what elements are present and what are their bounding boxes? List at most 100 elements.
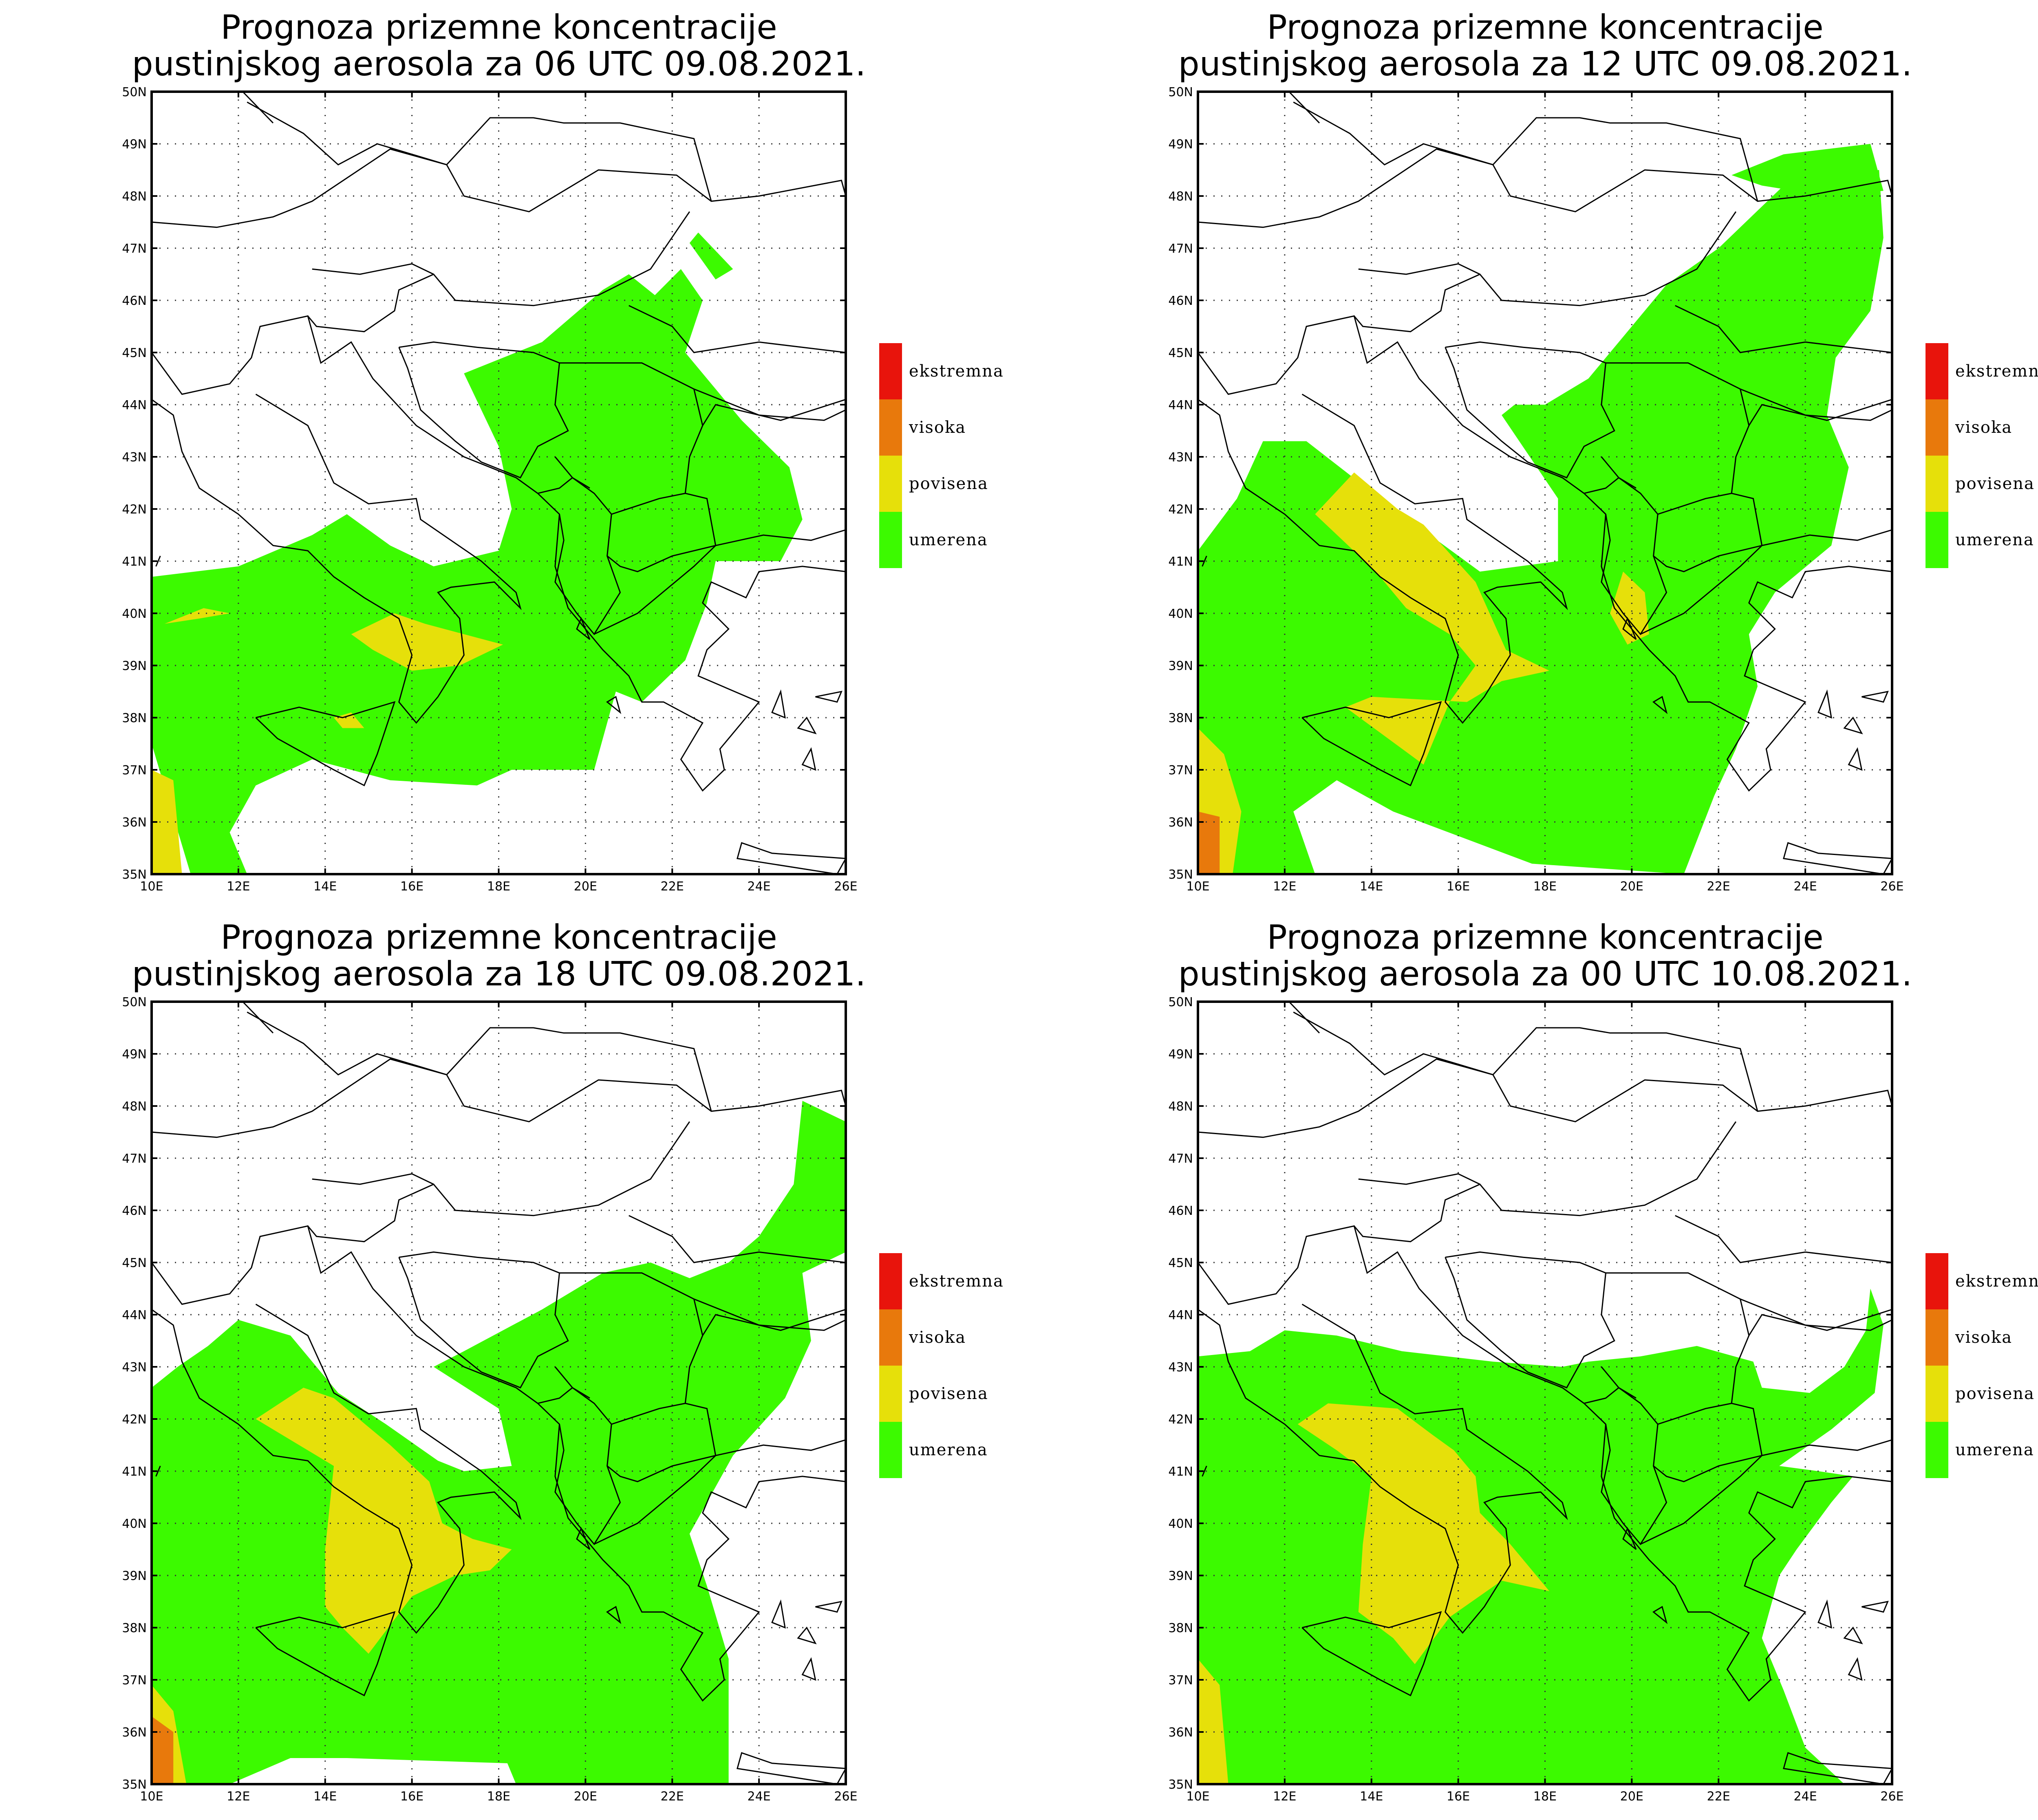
panel-title-line1: Prognoza prizemne koncentracije [1267,918,1823,957]
concentration-legend: ekstremna visoka povisena umerena [879,343,1003,568]
country-border [242,92,274,123]
country-border [312,211,690,306]
country-border [155,1465,161,1477]
lon-tick-label: 14E [313,879,337,894]
lon-tick-label: 22E [661,1789,684,1804]
country-border [1584,1387,1637,1404]
legend-swatch [1926,399,1948,456]
concentration-zone [1315,472,1550,765]
island-outline [606,696,622,714]
country-border [1301,701,1442,787]
lon-tick-label: 26E [834,1789,857,1804]
country-border [307,273,434,333]
lat-tick-label: 47N [122,1152,147,1166]
country-border [554,1424,621,1545]
lat-tick-label: 50N [122,85,147,99]
lon-tick-label: 20E [1620,1789,1643,1804]
lon-tick-label: 16E [1447,879,1470,894]
country-border [693,1298,846,1331]
lat-tick-label: 48N [1168,1099,1193,1114]
lon-tick-label: 22E [1707,1789,1730,1804]
country-border [1748,1309,1892,1336]
island-outline [801,747,816,771]
lat-tick-label: 35N [1168,868,1193,882]
lon-tick-label: 26E [1880,1789,1903,1804]
lon-tick-label: 12E [227,1789,250,1804]
lon-tick-label: 16E [400,879,423,894]
island-outline [737,1752,846,1784]
country-border [446,1027,712,1112]
lon-tick-label: 24E [748,1789,771,1804]
country-border [312,1121,690,1216]
lat-tick-label: 41N [122,555,147,569]
country-border [594,529,846,635]
lat-tick-label: 35N [122,1778,147,1792]
legend-label: ekstremna [1955,1272,2038,1291]
lat-tick-label: 49N [1168,1047,1193,1062]
concentration-zone [164,608,230,624]
panel-title-line1: Prognoza prizemne koncentracije [1267,8,1823,47]
lat-tick-label: 46N [1168,1204,1193,1218]
country-border [607,1403,717,1483]
country-border [1293,101,1493,166]
legend-label: povisena [1955,474,2035,493]
country-border [1293,1011,1493,1076]
island-outline [815,690,843,703]
lat-tick-label: 40N [122,607,147,621]
country-border [152,1058,846,1138]
island-outline [1862,690,1889,703]
lon-tick-label: 18E [487,879,510,894]
lon-tick-label: 12E [1273,1789,1296,1804]
lon-tick-label: 14E [1360,879,1383,894]
lat-tick-label: 37N [122,763,147,778]
forecast-panel-06utc: Prognoza prizemne koncentracije pustinjsk… [0,0,1046,910]
country-border [152,1225,846,1702]
lon-tick-label: 10E [140,879,163,894]
map-svg: Prognoza prizemne koncentracijepustinjsk… [1168,918,2038,1804]
concentration-zone [689,232,733,280]
lat-tick-label: 44N [1168,1308,1193,1322]
panel-title-line2: pustinjskog aerosola za 18 UTC 09.08.202… [132,955,866,994]
lat-tick-label: 50N [1168,995,1193,1009]
concentration-zone [1198,811,1220,874]
map-svg: Prognoza prizemne koncentracijepustinjsk… [122,918,1003,1804]
country-border [1288,1002,1320,1033]
lon-tick-label: 18E [1533,879,1557,894]
panel-title-line2: pustinjskog aerosola za 06 UTC 09.08.202… [132,45,866,84]
concentration-zone [256,1388,512,1654]
country-border [1601,1272,1750,1425]
panel-title-line1: Prognoza prizemne koncentracije [221,8,777,47]
lat-tick-label: 48N [122,189,147,204]
lat-tick-label: 44N [122,1308,147,1322]
lat-tick-label: 46N [1168,294,1193,308]
lat-tick-label: 40N [1168,607,1193,621]
legend-swatch [879,1422,902,1478]
country-border [1584,477,1637,494]
legend-label: visoka [1955,418,2012,437]
legend-swatch [1926,512,1948,568]
country-border [255,1611,396,1697]
island-outline [1622,617,1637,640]
panel-title-line1: Prognoza prizemne koncentracije [221,918,777,957]
lon-tick-label: 12E [1273,879,1296,894]
island-outline [576,1527,591,1550]
lon-tick-label: 24E [1794,879,1817,894]
island-outline [797,1626,817,1644]
country-border [594,1439,846,1545]
lon-tick-label: 22E [1707,879,1730,894]
lon-tick-label: 14E [1360,1789,1383,1804]
lon-tick-label: 26E [1880,879,1903,894]
lat-tick-label: 45N [1168,346,1193,360]
country-border [255,701,396,787]
legend-label: povisena [1955,1384,2035,1403]
lat-tick-label: 49N [122,1047,147,1062]
lon-tick-label: 26E [834,879,857,894]
concentration-zone [351,613,503,671]
country-border [1740,1298,1892,1331]
concentration-zone [1198,1289,1884,1784]
country-border [554,1272,704,1425]
lat-tick-label: 37N [1168,763,1193,778]
country-border [1354,273,1480,333]
lat-tick-label: 40N [122,1517,147,1531]
island-outline [1783,1752,1892,1784]
